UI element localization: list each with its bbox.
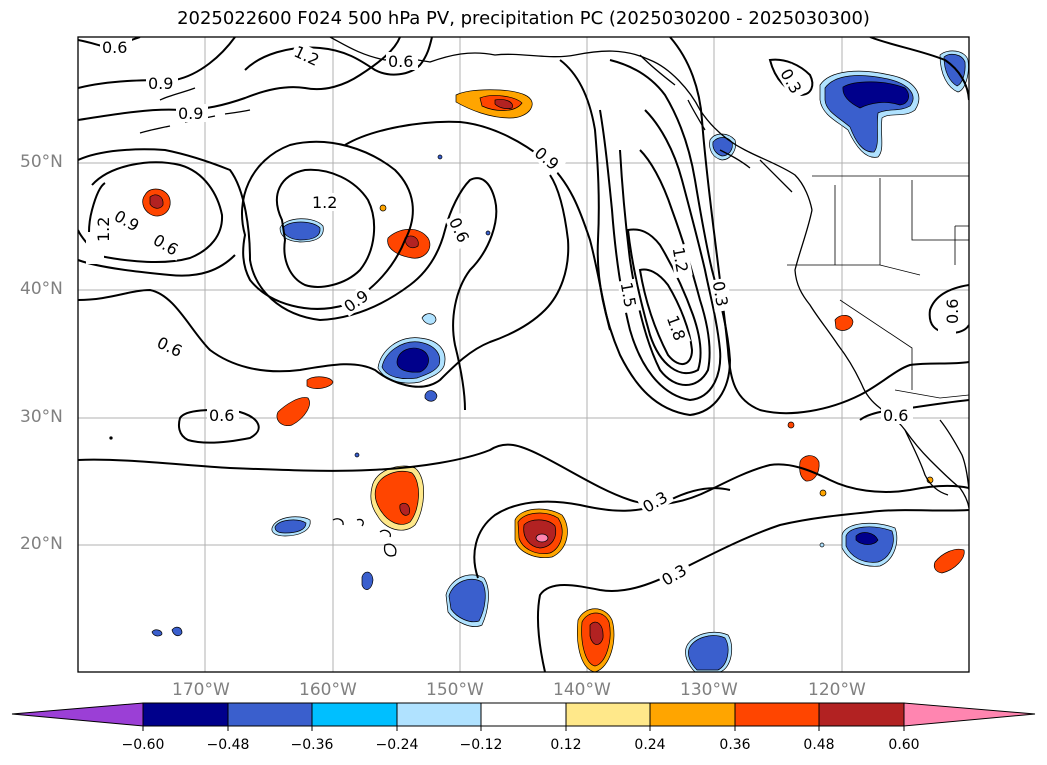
colorbar-bin [818, 702, 905, 727]
colorbar-under-triangle [11, 702, 144, 727]
precip-positive-blob [834, 315, 854, 331]
colorbar-bin [649, 702, 736, 727]
colorbar-bin [734, 702, 820, 727]
colorbar-bin [396, 702, 482, 727]
colorbar-tick-label: −0.36 [290, 737, 334, 753]
precip-negative-blob [151, 629, 163, 637]
lon-label: 150°W [426, 680, 484, 700]
map-frame [77, 36, 970, 673]
contour-label: 0.9 [178, 104, 203, 123]
graticule [78, 37, 969, 672]
contour-label: 0.6 [943, 299, 962, 324]
precip-positive-blob [933, 548, 965, 574]
lat-label: 20°N [20, 534, 63, 554]
contour-label: 1.2 [94, 217, 113, 242]
colorbar-tick-label: −0.24 [375, 737, 419, 753]
precip-negative-blob [421, 313, 437, 325]
colorbar-tick-label: 0.24 [634, 737, 666, 753]
colorbar-tick-label: −0.12 [459, 737, 503, 753]
pv-contours [78, 37, 969, 672]
colorbar-bin [142, 702, 229, 727]
contour-label: 1.2 [669, 246, 692, 274]
contour-label: 0.6 [209, 406, 234, 425]
contour-label: 1.5 [617, 281, 640, 309]
lat-label: 40°N [20, 279, 63, 299]
contour-label: 0.6 [102, 38, 127, 57]
precip-positive-blob [799, 455, 820, 482]
precip-positive-blob [276, 397, 310, 426]
colorbar-tick-label: −0.48 [206, 737, 250, 753]
lon-label: 160°W [299, 680, 357, 700]
borders [787, 175, 969, 399]
colorbar [11, 702, 1036, 731]
precip-negative-blob [361, 571, 374, 590]
colorbar-bin [565, 702, 651, 727]
colorbar-tick-label: 0.36 [719, 737, 751, 753]
lon-label: 130°W [680, 680, 738, 700]
lat-label: 30°N [20, 407, 63, 427]
lon-label: 170°W [172, 680, 230, 700]
colorbar-tick-label: 0.48 [803, 737, 835, 753]
contour-label: 0.6 [883, 406, 908, 425]
contour-labels: 0.6 0.9 0.9 1.2 0.6 1.2 0.9 0.6 1.2 0.9 … [86, 38, 962, 590]
colorbar-tick-label: −0.60 [121, 737, 165, 753]
colorbar-tick-label: 0.60 [888, 737, 920, 753]
precip-anomalies [142, 50, 969, 672]
colorbar-bin [227, 702, 313, 727]
map-title: 2025022600 F024 500 hPa PV, precipitatio… [177, 8, 870, 29]
colorbar-bin [311, 702, 398, 727]
lat-label: 50°N [20, 152, 63, 172]
contour-label: 0.9 [148, 74, 173, 93]
lon-label: 140°W [553, 680, 611, 700]
colorbar-tick-label: 0.12 [550, 737, 582, 753]
precip-positive-blob [306, 376, 334, 389]
colorbar-bin [480, 702, 567, 727]
contour-label: 0.6 [388, 52, 413, 71]
lon-label: 120°W [808, 680, 866, 700]
contour-label: 0.3 [709, 280, 732, 308]
colorbar-over-triangle [903, 702, 1036, 727]
contour-label: 1.2 [312, 193, 337, 212]
